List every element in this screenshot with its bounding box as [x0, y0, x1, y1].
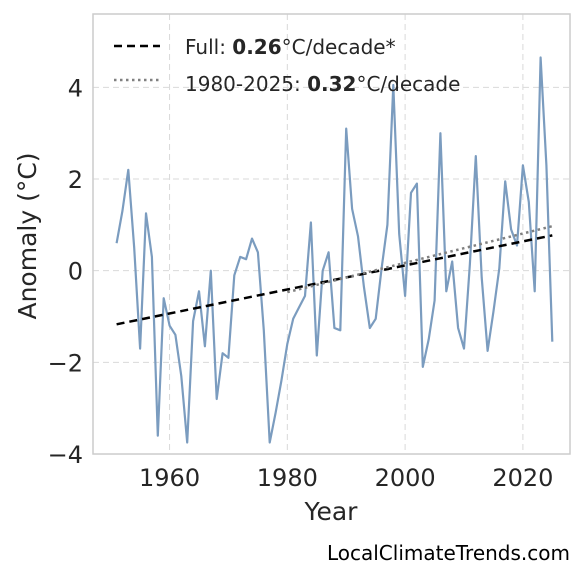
legend-recent-label: 1980-2025: 0.32°C/decade: [185, 72, 460, 96]
legend-recent-suffix: °C/decade: [356, 72, 460, 96]
y-tick-label: 0: [68, 258, 83, 286]
legend-full-label: Full: 0.26°C/decade*: [185, 35, 396, 59]
y-tick-label: −2: [48, 349, 83, 377]
y-axis-title: Anomaly (°C): [13, 152, 42, 319]
legend-full-suffix: °C/decade*: [282, 35, 396, 59]
grid: [93, 14, 570, 455]
series-layer: [115, 56, 554, 444]
plot-frame: [92, 13, 571, 455]
tick-labels: 1960 1980 2000 2020 −4 −2 0 2 4: [48, 74, 554, 492]
watermark: LocalClimateTrends.com: [327, 541, 570, 565]
y-tick-label: −4: [48, 441, 83, 469]
legend-recent-prefix: 1980-2025:: [185, 72, 307, 96]
legend: Full: 0.26°C/decade* 1980-2025: 0.32°C/d…: [114, 35, 460, 96]
x-tick-label: 1960: [139, 464, 200, 492]
y-tick-label: 2: [68, 166, 83, 194]
x-axis-title: Year: [304, 497, 359, 526]
x-tick-label: 2000: [375, 464, 436, 492]
legend-full-value: 0.26: [232, 35, 281, 59]
legend-full-prefix: Full:: [185, 35, 232, 59]
annual-anomaly-line: [115, 56, 554, 444]
x-tick-label: 2020: [492, 464, 553, 492]
y-tick-label: 4: [68, 74, 83, 102]
x-tick-label: 1980: [257, 464, 318, 492]
legend-recent-value: 0.32: [307, 72, 356, 96]
